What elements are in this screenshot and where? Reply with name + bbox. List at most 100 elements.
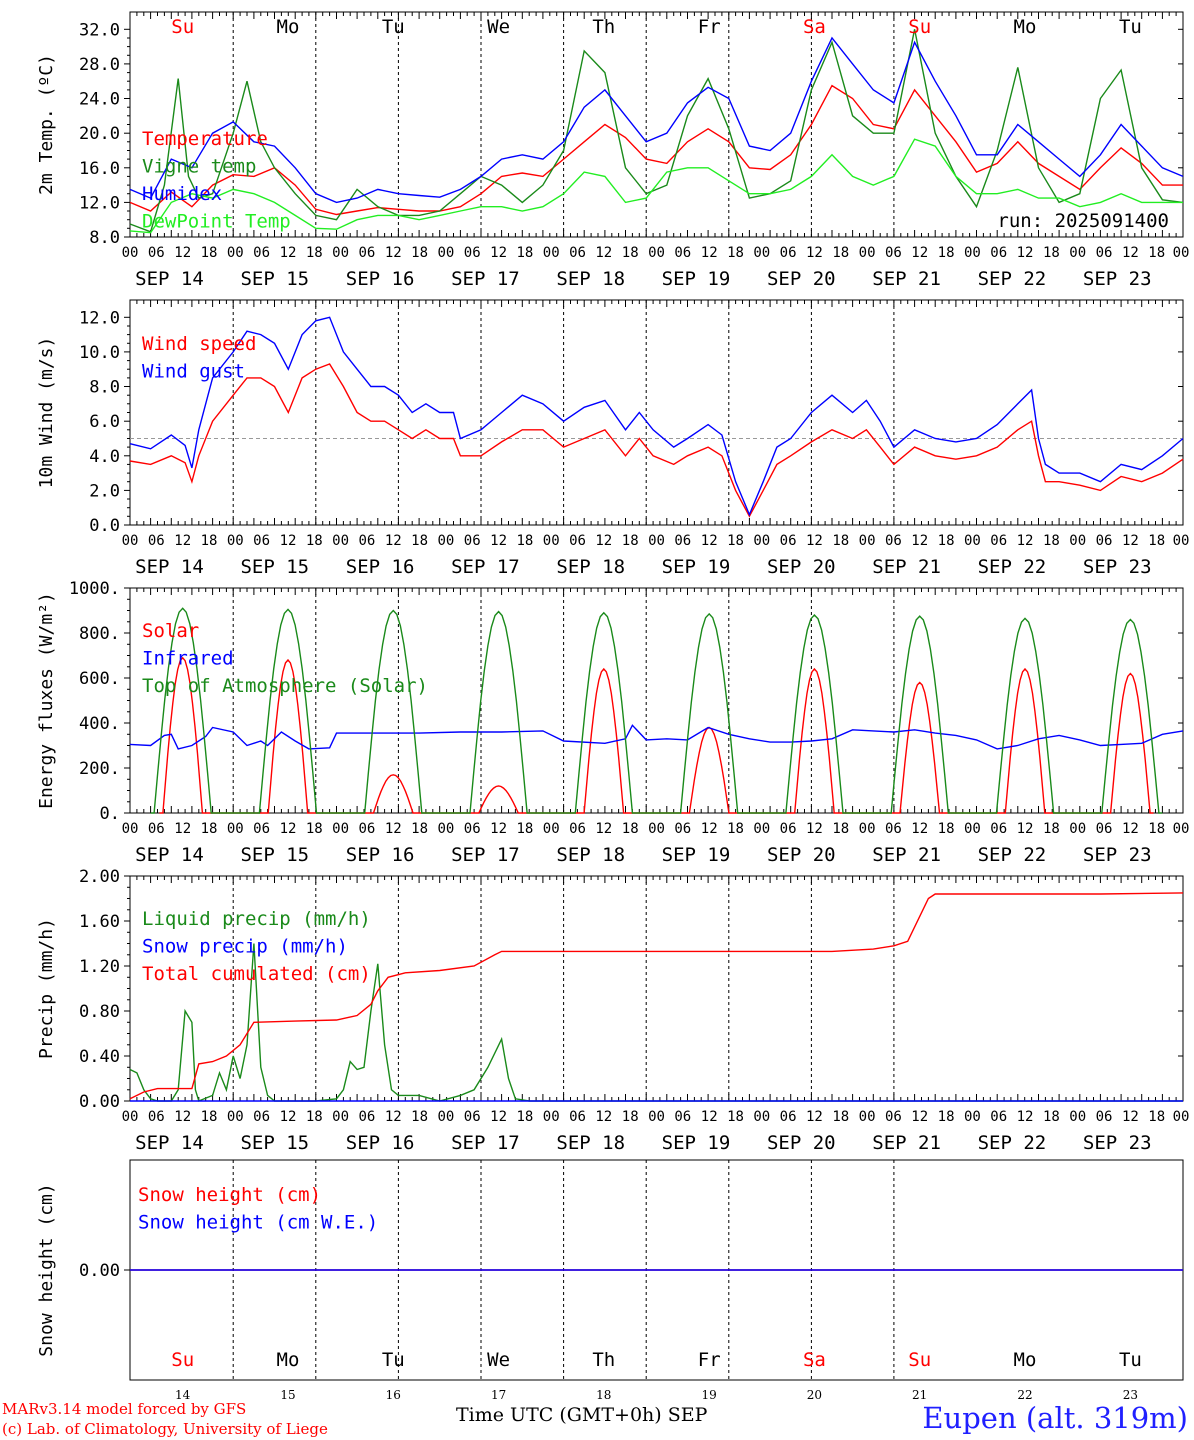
x-date-label: SEP 23 — [1083, 1132, 1152, 1154]
x-hour-label: 06 — [780, 245, 797, 261]
weekday-label-top: Th — [592, 16, 615, 38]
panel-energy — [124, 587, 1184, 814]
x-date-label: SEP 15 — [240, 268, 309, 290]
y-tick-label: 1.20 — [79, 957, 120, 977]
y-tick-label: 28.0 — [79, 55, 120, 75]
day-number: 22 — [1017, 1388, 1032, 1402]
day-number: 23 — [1123, 1388, 1138, 1402]
day-number: 20 — [807, 1388, 822, 1402]
x-hour-label: 00 — [1069, 821, 1086, 837]
day-number: 21 — [912, 1388, 927, 1402]
x-hour-label: 18 — [1043, 1109, 1060, 1125]
x-hour-label: 12 — [1122, 533, 1139, 549]
x-hour-label: 12 — [595, 1109, 612, 1125]
series-wind-speed — [129, 363, 1184, 518]
x-date-label: SEP 22 — [978, 556, 1047, 578]
x-hour-label: 12 — [490, 533, 507, 549]
x-hour-label: 18 — [622, 1109, 639, 1125]
legend-snow-precip-mm-h-: Snow precip (mm/h) — [142, 936, 348, 958]
y-tick-label: 200. — [79, 759, 120, 779]
legend-infrared: Infrared — [142, 648, 234, 670]
x-hour-label: 00 — [332, 533, 349, 549]
x-hour-label: 00 — [332, 245, 349, 261]
x-date-label: SEP 20 — [767, 1132, 836, 1154]
plot-frame — [129, 587, 1184, 814]
x-hour-label: 06 — [885, 245, 902, 261]
x-hour-label: 00 — [753, 1109, 770, 1125]
x-hour-label: 06 — [780, 533, 797, 549]
x-date-label: SEP 14 — [135, 1132, 204, 1154]
x-hour-label: 18 — [411, 1109, 428, 1125]
x-date-label: SEP 16 — [346, 1132, 415, 1154]
day-number: 14 — [175, 1388, 191, 1402]
series-vigne-temp — [129, 29, 1184, 233]
x-hour-label: 06 — [1096, 533, 1113, 549]
x-date-label: SEP 17 — [451, 268, 520, 290]
legend-wind-speed: Wind speed — [142, 333, 256, 355]
x-date-label: SEP 14 — [135, 556, 204, 578]
x-hour-label: 00 — [648, 821, 665, 837]
x-hour-label: 06 — [358, 245, 375, 261]
x-hour-label: 06 — [464, 821, 481, 837]
legend-temperature: Temperature — [142, 128, 268, 150]
x-hour-label: 12 — [385, 245, 402, 261]
x-hour-label: 18 — [516, 245, 533, 261]
y-tick-label: 10.0 — [79, 343, 120, 363]
x-date-label: SEP 18 — [556, 844, 625, 866]
x-hour-label: 00 — [227, 821, 244, 837]
x-hour-label: 12 — [385, 1109, 402, 1125]
weekday-label-bottom: Th — [592, 1349, 615, 1371]
time-axis-title: Time UTC (GMT+0h) SEP — [456, 1404, 708, 1426]
x-date-label: SEP 23 — [1083, 844, 1152, 866]
x-hour-label: 18 — [411, 533, 428, 549]
weekday-label-bottom: Su — [171, 1349, 194, 1371]
x-hour-label: 18 — [832, 1109, 849, 1125]
x-hour-label: 18 — [832, 245, 849, 261]
y-tick-label: 0.0 — [89, 516, 120, 536]
x-date-label: SEP 18 — [556, 1132, 625, 1154]
y-tick-label: 2.00 — [79, 867, 120, 887]
weekday-label-bottom: Su — [908, 1349, 931, 1371]
panel-precip — [124, 875, 1184, 1102]
y-tick-label: 20.0 — [79, 124, 120, 144]
x-hour-label: 18 — [832, 533, 849, 549]
y-axis-label: Precip (mm/h) — [36, 918, 57, 1059]
x-hour-label: 18 — [516, 533, 533, 549]
x-hour-label: 06 — [674, 821, 691, 837]
x-hour-label: 00 — [227, 245, 244, 261]
x-hour-label: 18 — [1148, 1109, 1165, 1125]
y-tick-label: 0. — [100, 804, 120, 824]
x-date-label: SEP 22 — [978, 268, 1047, 290]
x-hour-label: 06 — [464, 533, 481, 549]
x-hour-label: 06 — [1096, 245, 1113, 261]
x-hour-label: 18 — [938, 1109, 955, 1125]
series-top-of-atmosphere-solar- — [150, 607, 1163, 814]
x-hour-label: 06 — [253, 533, 270, 549]
x-date-label: SEP 17 — [451, 1132, 520, 1154]
weekday-label-bottom: Tu — [382, 1349, 405, 1371]
panel-temp — [124, 11, 1184, 238]
y-tick-label: 0.00 — [79, 1261, 120, 1281]
x-hour-label: 00 — [648, 533, 665, 549]
x-hour-label: 18 — [727, 533, 744, 549]
x-hour-label: 06 — [990, 1109, 1007, 1125]
x-hour-label: 00 — [859, 533, 876, 549]
x-hour-label: 00 — [648, 1109, 665, 1125]
x-hour-label: 00 — [543, 1109, 560, 1125]
x-hour-label: 00 — [543, 821, 560, 837]
weekday-label-bottom: We — [487, 1349, 510, 1371]
x-date-label: SEP 21 — [872, 556, 941, 578]
y-tick-label: 400. — [79, 714, 120, 734]
x-hour-label: 00 — [437, 245, 454, 261]
x-hour-label: 12 — [1017, 245, 1034, 261]
x-hour-label: 06 — [253, 821, 270, 837]
y-axis-label: Energy fluxes (W/m²) — [36, 592, 57, 809]
x-hour-label: 12 — [806, 245, 823, 261]
x-hour-label: 12 — [701, 245, 718, 261]
x-hour-label: 06 — [674, 533, 691, 549]
x-hour-label: 12 — [806, 1109, 823, 1125]
x-hour-label: 00 — [859, 245, 876, 261]
x-hour-label: 06 — [253, 1109, 270, 1125]
x-hour-label: 18 — [516, 1109, 533, 1125]
